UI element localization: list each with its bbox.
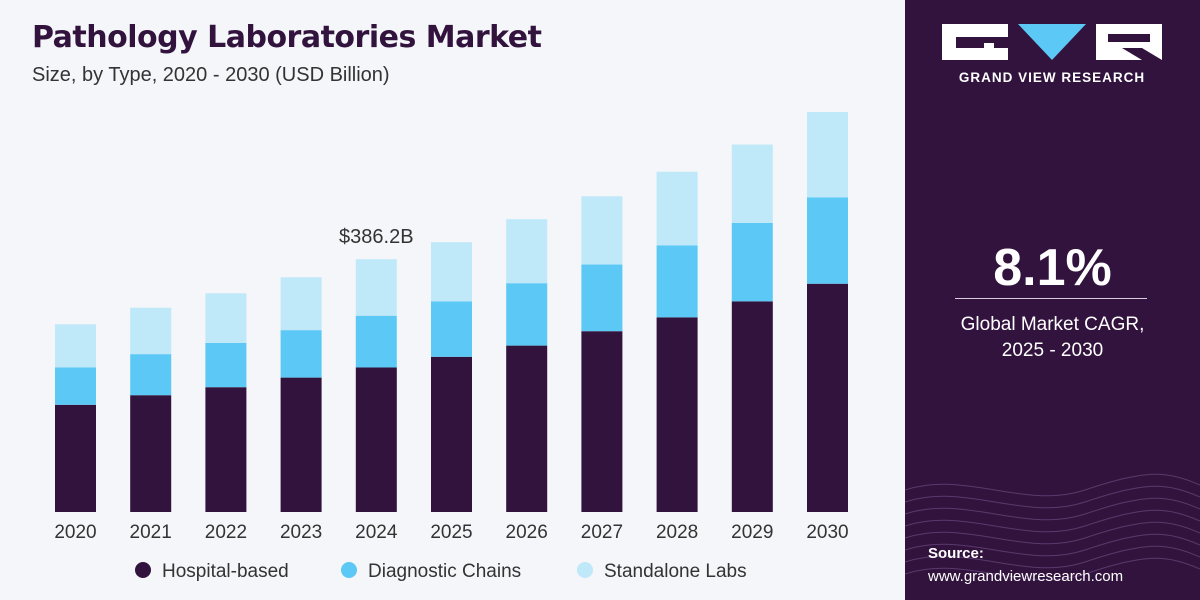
- bar-diagnostic-chains-2025: [431, 301, 472, 357]
- x-tick-label-2023: 2023: [280, 522, 322, 543]
- legend-item-hospital-based: Hospital-based: [135, 561, 289, 583]
- chart-title: Pathology Laboratories Market: [32, 20, 542, 55]
- bar-hospital-based-2023: [280, 377, 322, 512]
- bar-hospital-based-2030: [807, 283, 848, 512]
- x-tick-label-2025: 2025: [430, 522, 472, 543]
- x-tick-label-2024: 2024: [355, 522, 398, 543]
- bar-diagnostic-chains-2028: [656, 245, 698, 318]
- bar-hospital-based-2029: [731, 301, 773, 512]
- grand-view-research-logo: [942, 24, 1162, 60]
- bar-standalone-labs-2022: [205, 293, 247, 343]
- bar-diagnostic-chains-2024: [355, 315, 397, 368]
- bar-diagnostic-chains-2022: [205, 342, 247, 388]
- legend-label-diagnostic-chains: Diagnostic Chains: [368, 561, 522, 582]
- legend-swatch-standalone-labs: [577, 561, 593, 578]
- legend-label-standalone-labs: Standalone Labs: [604, 561, 747, 582]
- decorative-wave-pattern: [905, 473, 1200, 581]
- x-tick-label-2029: 2029: [731, 522, 773, 543]
- x-tick-label-2027: 2027: [581, 522, 623, 543]
- bar-hospital-based-2027: [581, 331, 623, 512]
- bar-standalone-labs-2029: [731, 144, 773, 223]
- bar-diagnostic-chains-2026: [506, 283, 548, 346]
- bar-hospital-based-2022: [205, 387, 247, 512]
- bar-hospital-based-2025: [431, 356, 472, 512]
- bar-diagnostic-chains-2030: [807, 197, 848, 284]
- cagr-value: 8.1%: [993, 239, 1112, 297]
- x-tick-label-2021: 2021: [130, 522, 172, 543]
- bar-hospital-based-2028: [656, 317, 698, 512]
- chart-panel: Pathology Laboratories Market Size, by T…: [32, 20, 849, 583]
- bar-standalone-labs-2027: [581, 196, 623, 265]
- x-tick-label-2020: 2020: [54, 522, 96, 543]
- legend-swatch-hospital-based: [135, 561, 151, 578]
- bar-standalone-labs-2021: [130, 307, 172, 355]
- bar-standalone-labs-2023: [280, 277, 322, 331]
- x-tick-label-2030: 2030: [806, 522, 848, 543]
- x-tick-label-2022: 2022: [205, 522, 247, 543]
- legend-item-standalone-labs: Standalone Labs: [577, 561, 747, 583]
- bar-standalone-labs-2020: [55, 324, 96, 368]
- cagr-label-line1: Global Market CAGR,: [960, 314, 1145, 335]
- cagr-label: Global Market CAGR, 2025 - 2030: [945, 312, 1160, 364]
- source-url[interactable]: www.grandviewresearch.com: [928, 568, 1124, 585]
- bar-standalone-labs-2026: [506, 219, 548, 284]
- bar-diagnostic-chains-2027: [581, 264, 623, 332]
- brand-name: GRAND VIEW RESEARCH: [958, 70, 1146, 85]
- cagr-label-line2: 2025 - 2030: [1001, 340, 1104, 361]
- bar-hospital-based-2026: [506, 345, 548, 512]
- bar-standalone-labs-2030: [807, 112, 848, 198]
- divider: [955, 298, 1147, 299]
- bar-standalone-labs-2028: [656, 171, 698, 246]
- stacked-bar-chart: 2020 2021 2022 2023 2024 2025 2026 2027 2028 2029…: [54, 112, 849, 543]
- x-tick-label-2026: 2026: [506, 522, 548, 543]
- source-title: Source:: [928, 545, 984, 562]
- bar-hospital-based-2020: [55, 404, 96, 512]
- legend-label-hospital-based: Hospital-based: [162, 561, 289, 582]
- bar-diagnostic-chains-2020: [55, 367, 96, 405]
- bar-diagnostic-chains-2021: [130, 354, 172, 396]
- bar-hospital-based-2024: [355, 367, 397, 512]
- chart-subtitle: Size, by Type, 2020 - 2030 (USD Billion): [32, 64, 390, 86]
- x-tick-label-2028: 2028: [656, 522, 698, 543]
- bar-diagnostic-chains-2023: [280, 330, 322, 378]
- legend-item-diagnostic-chains: Diagnostic Chains: [341, 561, 521, 583]
- bar-standalone-labs-2025: [431, 242, 472, 302]
- bar-diagnostic-chains-2029: [731, 222, 773, 302]
- side-panel: GRAND VIEW RESEARCH 8.1% Global Market C…: [905, 0, 1200, 600]
- bar-standalone-labs-2024: [355, 259, 397, 316]
- data-label-2024: $386.2B: [339, 226, 414, 248]
- legend-swatch-diagnostic-chains: [341, 561, 357, 578]
- bar-hospital-based-2021: [130, 395, 172, 512]
